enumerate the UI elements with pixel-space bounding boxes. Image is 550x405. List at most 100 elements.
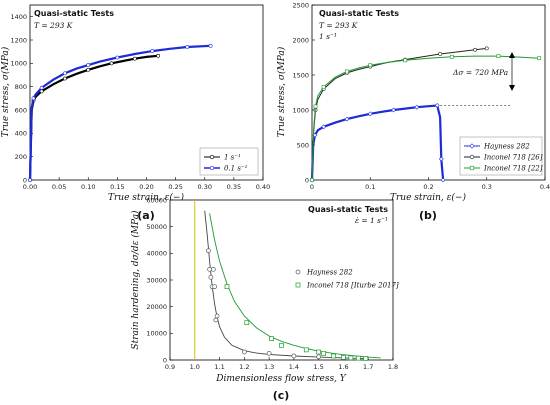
y-tick-label: 600 bbox=[15, 106, 27, 114]
y-tick-label: 2000 bbox=[292, 36, 309, 44]
y-tick-label: 1000 bbox=[292, 106, 309, 114]
x-tick-label: 1.0 bbox=[190, 363, 200, 371]
panel-a: 0.00 0.05 0.10 0.15 0.20 0.25 0.30 0.35 0.40 0 200… bbox=[0, 4, 270, 222]
panel-b-delta-arrow bbox=[509, 52, 515, 91]
data-point bbox=[414, 104, 420, 110]
x-tick-label: 0.35 bbox=[227, 183, 241, 191]
x-tick-label: 0.4 bbox=[540, 183, 550, 191]
y-tick-label: 0 bbox=[305, 176, 309, 184]
panel-a-ylabel: True stress, σ(MPa) bbox=[0, 46, 11, 137]
x-tick-label: 1.1 bbox=[214, 363, 224, 371]
panel-c-subtitle: ε̇ = 1 s⁻¹ bbox=[355, 216, 388, 225]
panel-c-xlabel: Dimensionless flow stress, Y bbox=[215, 374, 347, 384]
data-point bbox=[313, 104, 318, 109]
y-tick-label: 500 bbox=[297, 141, 309, 149]
data-point bbox=[132, 56, 137, 61]
panel-a-xlabel: True strain, ε(−) bbox=[108, 192, 184, 203]
panel-c-series bbox=[204, 210, 381, 361]
data-point bbox=[269, 336, 274, 342]
data-point bbox=[291, 353, 297, 359]
data-point bbox=[449, 54, 454, 59]
panel-b-annotation: Δσ = 720 MPa bbox=[452, 68, 508, 77]
fit-line-inconel-718-iturbe-2017 bbox=[209, 213, 381, 359]
legend-label-1s: 1 s⁻¹ bbox=[224, 154, 241, 162]
panel-b-legend: Hayness 282 Inconel 718 [26] Inconel 718… bbox=[459, 136, 543, 176]
x-tick-label: 0.1 bbox=[365, 183, 375, 191]
x-tick-label: 0.00 bbox=[23, 183, 37, 191]
y-tick-label: 1000 bbox=[10, 60, 27, 68]
data-point bbox=[115, 55, 120, 60]
panel-c-title: Quasi-static Tests bbox=[308, 205, 388, 214]
data-point bbox=[214, 313, 220, 319]
data-point bbox=[321, 124, 327, 130]
data-point bbox=[206, 248, 211, 254]
data-point bbox=[185, 45, 190, 49]
data-point bbox=[109, 61, 114, 66]
data-point bbox=[440, 177, 446, 183]
panel-c-ticks: 0.9 1.0 1.1 1.2 1.3 1.4 1.5 1.6 1.7 1.8 0 10000 2000… bbox=[146, 196, 398, 371]
data-point bbox=[344, 116, 350, 122]
x-tick-label: 0.15 bbox=[110, 183, 124, 191]
data-point bbox=[331, 353, 336, 359]
data-point bbox=[321, 350, 326, 356]
data-point bbox=[86, 63, 91, 67]
x-tick-label: 0.40 bbox=[256, 183, 270, 191]
y-tick-label: 0 bbox=[163, 356, 167, 364]
data-point bbox=[156, 53, 161, 58]
y-tick-label: 2500 bbox=[292, 1, 309, 9]
panel-c: 0.9 1.0 1.1 1.2 1.3 1.4 1.5 1.6 1.7 1.8 0 10000 2000… bbox=[130, 196, 399, 402]
series-line-0-1-s bbox=[28, 44, 211, 181]
x-tick-label: 1.2 bbox=[239, 363, 249, 371]
data-point bbox=[150, 49, 155, 53]
legend-label-hayness-c: Hayness 282 bbox=[306, 269, 353, 277]
panel-c-ylabel: Strain hardening, dσ/dε (MPa) bbox=[130, 210, 141, 350]
data-point bbox=[212, 284, 217, 290]
panel-b-ticks: 0 0.1 0.2 0.3 0.4 0 500 1000 1500 2000 2500 bbox=[292, 1, 550, 191]
data-point bbox=[86, 67, 91, 72]
panel-a-title: Quasi-static Tests bbox=[34, 9, 114, 18]
panel-b-xlabel: True strain, ε(−) bbox=[390, 192, 466, 203]
data-point bbox=[63, 76, 67, 81]
data-point bbox=[213, 317, 219, 323]
data-point bbox=[473, 47, 478, 52]
y-tick-label: 0 bbox=[23, 176, 27, 184]
y-tick-label: 20000 bbox=[146, 303, 167, 311]
x-tick-label: 1.5 bbox=[313, 363, 323, 371]
panel-a-ticks: 0.00 0.05 0.10 0.15 0.20 0.25 0.30 0.35 0.40 0 200… bbox=[10, 13, 270, 191]
y-tick-label: 800 bbox=[15, 83, 27, 91]
legend-label-01s: 0.1 s⁻¹ bbox=[224, 165, 248, 173]
data-point bbox=[28, 178, 32, 182]
fit-line-hayness-282 bbox=[204, 210, 369, 360]
panel-b-subtitle: T = 293 K bbox=[319, 21, 358, 30]
panel-b-ylabel: True stress, σ(MPa) bbox=[276, 46, 287, 137]
y-tick-label: 60000 bbox=[146, 196, 167, 204]
data-point bbox=[279, 342, 284, 348]
x-tick-label: 0.05 bbox=[52, 183, 66, 191]
data-point bbox=[211, 266, 216, 272]
x-tick-label: 0.3 bbox=[482, 183, 492, 191]
data-point bbox=[241, 349, 247, 355]
x-tick-label: 0.2 bbox=[423, 183, 433, 191]
data-point bbox=[438, 156, 444, 162]
panel-b: 0 0.1 0.2 0.3 0.4 0 500 1000 1500 2000 2500 Δσ = 7… bbox=[276, 1, 550, 222]
x-tick-label: 1.7 bbox=[363, 363, 373, 371]
panel-a-subtitle: T = 293 K bbox=[34, 21, 73, 30]
data-point bbox=[266, 350, 272, 356]
y-tick-label: 1500 bbox=[292, 71, 309, 79]
data-point bbox=[303, 347, 309, 353]
data-point bbox=[496, 54, 501, 59]
data-point bbox=[224, 284, 230, 290]
data-point bbox=[316, 349, 322, 355]
y-tick-label: 40000 bbox=[146, 250, 167, 258]
panel-b-label: (b) bbox=[419, 209, 437, 222]
x-tick-label: 0.9 bbox=[165, 363, 175, 371]
data-point bbox=[244, 320, 250, 326]
data-point bbox=[484, 46, 489, 51]
x-tick-label: 1.4 bbox=[289, 363, 299, 371]
x-tick-label: 0.30 bbox=[198, 183, 212, 191]
x-tick-label: 0.20 bbox=[139, 183, 153, 191]
panel-b-title: Quasi-static Tests bbox=[319, 9, 399, 18]
data-point bbox=[310, 178, 314, 182]
data-point bbox=[208, 43, 213, 48]
x-tick-label: 1.8 bbox=[388, 363, 398, 371]
